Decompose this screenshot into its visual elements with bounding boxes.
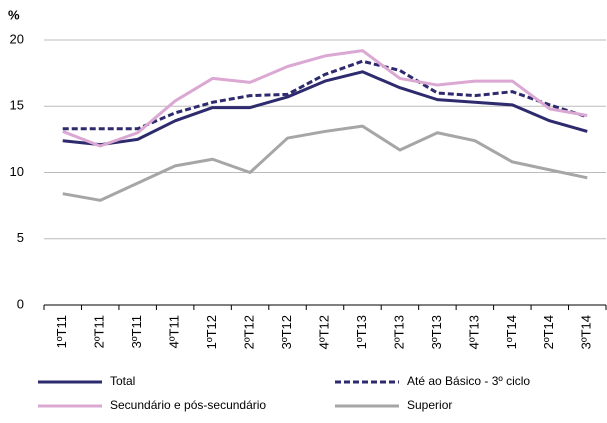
x-tick-label: 2ºT11 — [92, 315, 107, 348]
y-tick-label: 10 — [10, 164, 24, 179]
legend-label: Secundário e pós-secundário — [110, 398, 266, 412]
series-line — [62, 49, 588, 148]
x-tick-label: 2ºT14 — [541, 315, 556, 349]
x-tick-label: 1ºT14 — [504, 315, 519, 349]
x-tick-label: 4ºT11 — [167, 315, 182, 348]
x-tick-label: 1ºT13 — [354, 315, 369, 349]
x-tick-label: 1ºT11 — [54, 315, 69, 348]
y-axis-label: % — [8, 7, 20, 22]
x-tick-label: 3ºT11 — [129, 315, 144, 348]
legend-label: Total — [110, 374, 135, 388]
y-tick-label: 15 — [10, 98, 24, 113]
y-tick-label: 5 — [17, 230, 24, 245]
legend-label: Até ao Básico - 3º ciclo — [407, 374, 530, 388]
y-tick-label: 0 — [17, 296, 24, 311]
x-tick-label: 4ºT13 — [466, 315, 481, 349]
legend-label: Superior — [407, 398, 452, 412]
series-line — [62, 70, 588, 147]
x-tick-label: 3ºT14 — [579, 315, 594, 349]
series-line — [62, 124, 588, 202]
x-tick-label: 2ºT13 — [391, 315, 406, 349]
x-tick-label: 4ºT12 — [316, 315, 331, 349]
x-tick-label: 2ºT12 — [242, 315, 257, 349]
x-tick-label: 3ºT12 — [279, 315, 294, 349]
x-tick-label: 1ºT12 — [204, 315, 219, 349]
x-tick-label: 3ºT13 — [429, 315, 444, 349]
series-line — [62, 59, 588, 131]
y-tick-label: 20 — [10, 31, 24, 46]
